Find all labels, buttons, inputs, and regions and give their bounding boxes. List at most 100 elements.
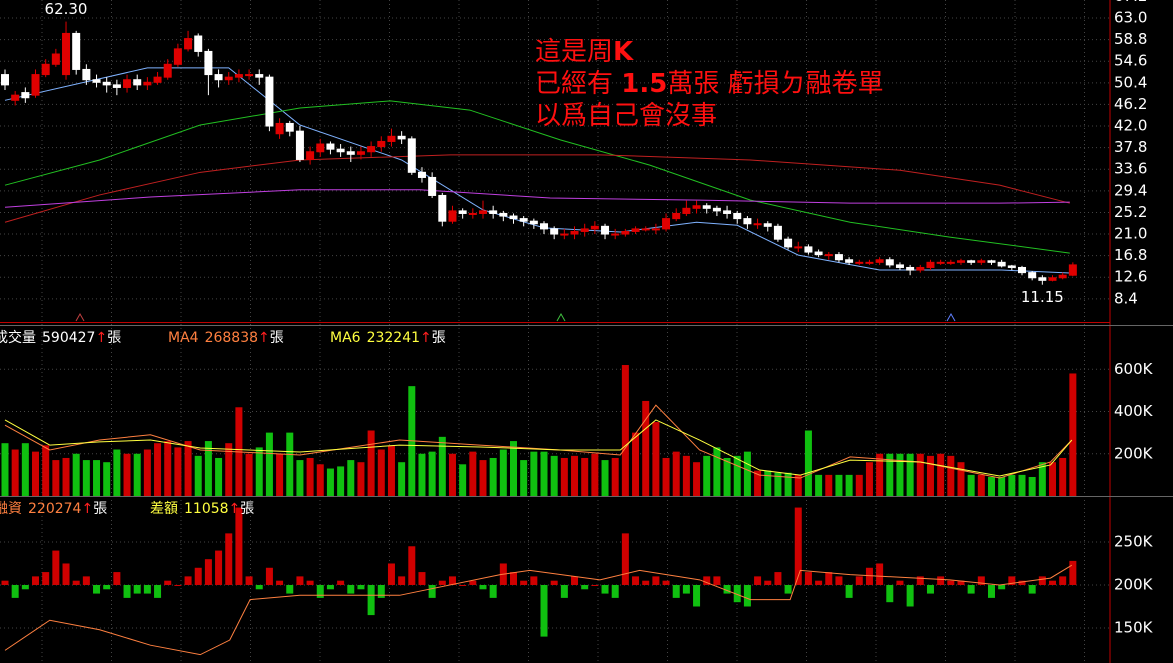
margin-bar <box>886 584 894 603</box>
margin-bar <box>1059 576 1067 585</box>
volume-bar <box>184 441 192 496</box>
candle-body <box>712 207 721 212</box>
margin-bar <box>21 584 29 590</box>
annotation: 這是周K <box>535 37 634 67</box>
volume-bar <box>967 474 975 496</box>
margin-bar <box>510 572 517 585</box>
margin-bar <box>133 584 141 594</box>
margin-bar <box>62 563 70 585</box>
candle-body <box>672 212 681 220</box>
header-text: 張 <box>93 501 107 517</box>
volume-bar <box>489 457 497 496</box>
margin-bar <box>276 580 284 585</box>
candle-body <box>926 261 935 268</box>
volume-bar <box>845 474 853 496</box>
volume-bar <box>1008 474 1016 496</box>
candle-body <box>773 225 782 240</box>
y-tick-label: 63.0 <box>1114 9 1147 27</box>
volume-bar <box>32 451 40 496</box>
volume-bar <box>316 464 324 496</box>
candle-body <box>1068 264 1077 276</box>
annotation-text: 萬張 虧損ㄉ融卷單 <box>667 69 883 99</box>
candle-body <box>102 81 111 86</box>
margin-bar <box>743 584 751 607</box>
volume-bar <box>987 476 995 496</box>
margin-bar <box>52 550 60 585</box>
moving-average <box>4 154 1070 223</box>
volume-bar <box>418 453 426 496</box>
margin-bar <box>316 584 324 598</box>
volume-bar <box>1 443 9 496</box>
candle-body <box>224 76 233 81</box>
margin-bar <box>265 567 273 585</box>
candle-body <box>1018 266 1026 274</box>
panel-header: MA4 268838↑張 <box>168 330 284 346</box>
volume-bar <box>164 441 172 496</box>
candle-body <box>875 259 884 263</box>
margin-bar <box>143 584 151 594</box>
margin-bar <box>652 576 660 585</box>
candle-body <box>784 238 793 248</box>
y-tick-label: 37.8 <box>1114 138 1147 156</box>
candle-body <box>377 140 386 148</box>
candle-body <box>499 212 508 217</box>
panel-header: 成交量 590427↑張 <box>0 329 121 346</box>
volume-bar <box>1028 476 1036 496</box>
candle-body <box>794 246 803 249</box>
header-text: MA4 <box>168 330 199 346</box>
volume-bar <box>337 466 345 496</box>
margin-bar <box>235 507 243 585</box>
margin-bar <box>42 572 50 585</box>
candle-body <box>936 261 945 264</box>
volume-bar <box>499 449 507 496</box>
margin-bar <box>418 572 426 585</box>
candle-body <box>367 146 376 153</box>
margin-bar <box>804 572 812 585</box>
candle-body <box>387 135 396 142</box>
margin-bar <box>967 584 975 594</box>
candle-body <box>885 259 894 266</box>
candle-body <box>204 50 213 76</box>
y-tick-label: 12.6 <box>1114 268 1147 286</box>
candle-body <box>590 225 599 230</box>
annotation-text: 已經有 <box>535 69 621 99</box>
candle-body <box>540 223 549 230</box>
y-tick-label: 42.0 <box>1114 117 1147 135</box>
margin-bar <box>550 580 558 585</box>
header-text: 220274 <box>28 501 82 517</box>
volume-bar <box>194 455 202 496</box>
candle-body <box>11 94 20 101</box>
candle-body <box>234 74 243 78</box>
margin-bar <box>977 576 985 585</box>
volume-bar <box>377 449 385 496</box>
margin-bar <box>1069 560 1077 585</box>
volume-bar <box>174 447 182 496</box>
volume-bar <box>1049 462 1057 496</box>
volume-bar <box>113 449 121 496</box>
volume-bar <box>245 453 253 496</box>
candle-body <box>468 212 477 215</box>
volume-bar <box>662 457 670 496</box>
candle-body <box>662 218 671 230</box>
volume-bar <box>652 422 660 496</box>
margin-bar <box>103 584 111 590</box>
margin-bar <box>448 576 456 585</box>
y-tick-label: 400K <box>1114 402 1154 420</box>
volume-bar <box>865 462 873 496</box>
margin-bar <box>204 559 212 585</box>
header-text: ↑ <box>420 330 432 346</box>
volume-bar <box>438 436 446 496</box>
margin-bar <box>72 580 80 585</box>
volume-bar <box>123 453 131 496</box>
candle-body <box>92 79 101 83</box>
candle-body <box>987 260 996 263</box>
candle-body <box>285 122 294 132</box>
margin-bar <box>377 584 385 598</box>
volume-bar <box>682 455 690 496</box>
volume-bar <box>591 453 599 496</box>
candle-body <box>946 261 955 264</box>
margin-bar <box>82 576 90 585</box>
volume-bar <box>42 445 50 496</box>
volume-bar <box>733 455 741 496</box>
margin-bar <box>32 576 40 585</box>
